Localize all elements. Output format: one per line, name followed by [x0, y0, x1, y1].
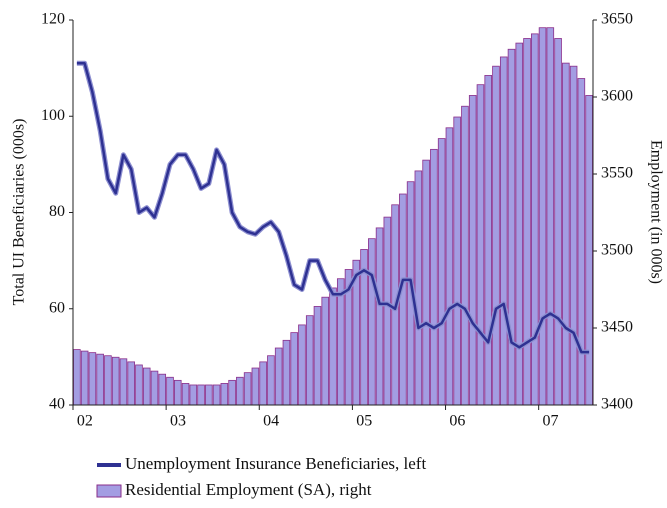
bar [267, 355, 275, 406]
x-tick-label: 03 [170, 413, 186, 430]
bar [430, 148, 438, 406]
bar [73, 349, 81, 406]
bar [585, 95, 593, 406]
bar [104, 355, 112, 406]
line [76, 62, 590, 354]
bar [173, 379, 182, 406]
bar [414, 170, 423, 406]
x-tick-label: 06 [449, 413, 465, 430]
bar [484, 75, 493, 406]
bar [329, 287, 337, 406]
y2-axis-title: Employment (in 000s) [647, 140, 664, 284]
legend-label: Unemployment Insurance Beneficiaries, le… [125, 454, 426, 473]
x-tick-label: 07 [543, 413, 559, 430]
bar [453, 116, 461, 406]
bar [220, 383, 229, 406]
y2-tick-label: 3600 [601, 88, 633, 105]
bar [523, 38, 531, 406]
y2-tick-label: 3450 [601, 319, 633, 336]
legend-label: Residential Employment (SA), right [125, 480, 372, 499]
bar [368, 238, 376, 406]
bar [507, 48, 516, 406]
bar [290, 332, 298, 406]
bar [375, 227, 384, 406]
bar [158, 373, 167, 406]
y2-tick-label: 3500 [601, 242, 633, 259]
y2-tick-label: 3650 [601, 11, 633, 28]
bar [468, 95, 477, 406]
bar [569, 65, 578, 406]
y-tick-label: 60 [49, 299, 65, 316]
bar [88, 352, 97, 406]
bar [119, 358, 128, 406]
bar [228, 379, 236, 406]
bar [554, 38, 562, 406]
bar [111, 356, 120, 406]
bar [135, 364, 143, 406]
bar [142, 367, 151, 406]
bar [127, 361, 135, 406]
bar [515, 42, 524, 406]
bar [336, 278, 345, 406]
bar [546, 27, 555, 406]
bar [150, 370, 159, 406]
bar [445, 127, 454, 406]
bar [251, 367, 260, 406]
bar [422, 159, 430, 406]
bar [313, 306, 322, 406]
bar [321, 296, 330, 406]
x-tick-label: 04 [263, 413, 279, 430]
bar [577, 78, 586, 406]
x-tick-label: 02 [77, 413, 93, 430]
bar [259, 361, 267, 406]
bar [212, 384, 221, 406]
y2-tick-label: 3400 [601, 396, 633, 413]
y-axis-title: Total UI Beneficiaries (000s) [11, 119, 28, 306]
bar [499, 56, 508, 406]
y-tick-label: 80 [49, 203, 65, 220]
y-tick-label: 40 [49, 396, 65, 413]
bar [236, 376, 244, 406]
bar [189, 384, 198, 406]
bar [181, 383, 190, 406]
bar [282, 339, 291, 406]
bar [298, 324, 306, 406]
bar [531, 33, 539, 406]
bar [166, 376, 174, 406]
bar [492, 65, 500, 406]
x-tick-label: 05 [356, 413, 372, 430]
bar [243, 372, 252, 406]
bar [80, 350, 89, 406]
bar [305, 315, 314, 406]
bar [476, 84, 485, 406]
bar [383, 216, 392, 406]
bar [461, 105, 469, 406]
bar [562, 62, 570, 406]
bar [437, 138, 446, 406]
bar [197, 384, 205, 406]
y2-tick-label: 3550 [601, 165, 633, 182]
y-tick-label: 100 [41, 107, 65, 124]
bar [399, 193, 407, 406]
bar [96, 353, 104, 406]
legend-swatch [96, 484, 122, 498]
bar [205, 384, 213, 406]
y-tick-label: 120 [41, 11, 65, 28]
bar [274, 347, 283, 406]
bar [538, 27, 547, 406]
